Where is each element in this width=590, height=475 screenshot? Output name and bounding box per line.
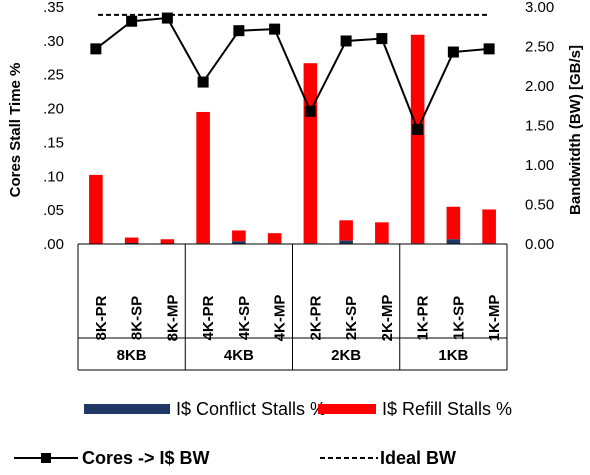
bw-marker <box>447 46 459 58</box>
group-label: 8KB <box>117 347 147 364</box>
refill-bar <box>482 209 496 244</box>
plot-area <box>78 12 507 245</box>
right-tick-label: 1.00 <box>525 157 554 174</box>
right-tick-label: 3.00 <box>525 0 554 16</box>
bw-marker <box>483 43 495 55</box>
category-label: 2K-PR <box>307 295 324 340</box>
refill-bar <box>410 34 425 244</box>
refill-bar <box>196 111 210 244</box>
category-table: 8K-PR 8K-SP 8K-MP 4K-PR 4K-SP 4K-MP 2K-PR 2K-SP… <box>77 244 508 371</box>
right-tick-label: 0.00 <box>525 236 554 253</box>
refill-bar <box>124 237 139 243</box>
category-label: 8K-MP <box>164 295 181 342</box>
conflict-legend-label: I$ Conflict Stalls % <box>176 398 327 419</box>
bw-marker <box>340 35 352 47</box>
refill-bar <box>303 63 318 244</box>
refill-bar <box>160 239 175 244</box>
refill-bar <box>232 230 246 242</box>
conflict-bar <box>339 240 353 244</box>
bw-marker <box>233 25 245 37</box>
refill-bar <box>446 206 461 240</box>
refill-bar <box>375 222 389 244</box>
left-tick-label: .00 <box>43 236 64 253</box>
legend-conflict: I$ Conflict Stalls % <box>84 398 326 420</box>
category-label: 4K-MP <box>272 295 289 342</box>
legend-refill: I$ Refill Stalls % <box>318 398 512 420</box>
left-tick-label: .35 <box>43 0 64 16</box>
bw-marker <box>376 33 388 45</box>
legend-ideal: Ideal BW <box>318 447 456 469</box>
right-axis-title: Bandwitdth (BW) [GB/s] <box>567 45 584 215</box>
conflict-bar <box>124 242 139 244</box>
bw-marker <box>412 123 424 135</box>
category-label: 8K-SP <box>129 296 146 340</box>
chart: .00 .05 .10 .15 .20 .25 .30 .35 0.00 0.50 1.00 1.5… <box>7 0 584 371</box>
left-tick-label: .25 <box>43 67 64 84</box>
right-axis-ticks: 0.00 0.50 1.00 1.50 2.00 2.50 3.00 <box>525 0 554 253</box>
conflict-bar <box>232 241 246 244</box>
category-label: 2K-MP <box>379 295 396 342</box>
right-tick-label: 2.00 <box>525 78 554 95</box>
refill-bar <box>339 220 353 241</box>
bw-marker <box>126 15 138 27</box>
left-axis-ticks: .00 .05 .10 .15 .20 .25 .30 .35 <box>43 0 64 253</box>
left-tick-label: .20 <box>43 101 64 118</box>
refill-swatch <box>318 404 376 415</box>
left-tick-label: .05 <box>43 202 64 219</box>
bw-marker <box>269 23 281 35</box>
right-tick-label: 2.50 <box>525 39 554 56</box>
refill-bar <box>89 174 103 244</box>
conflict-bar <box>446 239 461 244</box>
category-label: 1K-MP <box>486 295 503 342</box>
bw-line <box>95 17 490 132</box>
bw-legend-label: Cores -> I$ BW <box>82 447 210 468</box>
left-tick-label: .10 <box>43 168 64 185</box>
bw-marker <box>197 76 209 88</box>
left-axis-title: Cores Stall Time % <box>7 63 24 198</box>
conflict-swatch <box>84 404 170 415</box>
right-tick-label: 1.50 <box>525 118 554 135</box>
legend-bw: Cores -> I$ BW <box>12 447 210 469</box>
bw-marker <box>304 105 316 117</box>
category-label: 1K-PR <box>415 295 432 340</box>
left-tick-label: .15 <box>43 134 64 151</box>
right-tick-label: 0.50 <box>525 197 554 214</box>
category-label: 1K-SP <box>450 296 467 340</box>
group-label: 1KB <box>438 347 468 364</box>
left-tick-label: .30 <box>43 33 64 50</box>
ideal-line-swatch <box>320 457 378 460</box>
bw-marker <box>90 43 102 55</box>
category-label: 4K-PR <box>200 295 217 340</box>
category-label: 8K-PR <box>93 295 110 340</box>
group-label: 4KB <box>224 347 254 364</box>
group-label: 2KB <box>331 347 361 364</box>
refill-bar <box>267 233 282 244</box>
bw-marker <box>161 12 173 24</box>
refill-legend-label: I$ Refill Stalls % <box>382 398 513 419</box>
ideal-legend-label: Ideal BW <box>380 447 457 468</box>
bw-line-swatch <box>14 453 78 464</box>
category-label: 2K-SP <box>343 296 360 340</box>
category-label: 4K-SP <box>236 296 253 340</box>
